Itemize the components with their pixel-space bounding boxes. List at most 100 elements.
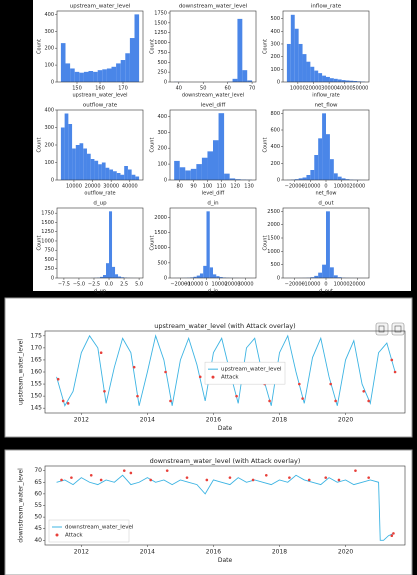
histogram-bar (235, 179, 241, 180)
y-axis-label: Count (150, 138, 156, 153)
attack-point (390, 358, 394, 362)
histogram-bar (337, 79, 342, 82)
y-tick-label: 0 (277, 276, 280, 282)
y-tick-label: 1750 (41, 211, 54, 217)
histogram-bar (207, 151, 213, 180)
expand-button[interactable] (391, 322, 405, 336)
histogram-bar (218, 113, 225, 180)
x-tick-label: 2016 (206, 549, 221, 556)
x-tick-label: 0 (324, 282, 327, 288)
x-tick-label: 120 (230, 184, 240, 190)
y-tick-label: 400 (270, 144, 280, 150)
histogram-bar (341, 80, 346, 82)
downstream-panel (4, 449, 413, 575)
x-tick-label: 2014 (140, 549, 155, 556)
histogram-bar (341, 178, 346, 180)
histogram-bar (286, 43, 291, 82)
attack-point (354, 469, 357, 472)
y-tick-label: 800 (270, 111, 280, 117)
histogram-bar (179, 167, 186, 180)
y-axis-label: downstream_water_level (18, 468, 25, 543)
histogram-bar (333, 173, 338, 180)
y-tick-label: 200 (44, 143, 54, 149)
histogram-bar (190, 277, 194, 278)
y-tick-label: 400 (44, 12, 54, 18)
chart-title: d_out (318, 201, 334, 207)
y-tick-label: 50 (34, 514, 42, 521)
histogram-bar (203, 265, 207, 278)
histogram-bar (196, 275, 200, 278)
histogram-bar (79, 72, 84, 82)
x-axis-label: d_out (319, 289, 333, 295)
histogram-bar (357, 81, 362, 82)
y-tick-label: 1000 (154, 245, 167, 251)
y-tick-label: 0 (51, 276, 54, 282)
y-tick-label: 150 (31, 393, 43, 400)
x-tick-label: 110 (217, 184, 227, 190)
y-axis-label: Count (150, 39, 156, 54)
expand-icon (394, 325, 402, 333)
x-tick-label: 40 (176, 86, 182, 92)
legend-label: Attack (221, 375, 239, 381)
attack-point (149, 478, 152, 482)
x-tick-label: 5.0 (135, 282, 143, 288)
histogram-bar (213, 140, 219, 180)
x-tick-label: −10000 (300, 282, 320, 288)
histogram-bar (100, 276, 104, 278)
x-tick-label: 40000 (122, 184, 138, 190)
y-tick-label: 1250 (41, 229, 54, 235)
histogram-bar (290, 14, 295, 82)
legend-label: downstream_water_level (65, 525, 134, 531)
axes-frame (169, 10, 257, 83)
x-tick-label: 10000 (212, 282, 228, 288)
x-tick-label: 30000 (103, 184, 119, 190)
x-tick-label: 2016 (206, 417, 221, 424)
x-tick-label: 2020 (338, 549, 353, 556)
y-axis-label: Count (37, 39, 43, 54)
histogram-bar (224, 173, 230, 180)
x-tick-label: −20000 (285, 184, 305, 190)
x-axis-label: net_flow (315, 191, 336, 197)
histogram-bar (322, 75, 326, 82)
histogram-bar (329, 159, 334, 180)
x-tick-label: 170 (118, 86, 128, 92)
histogram-bar (101, 162, 106, 180)
histogram-bar (94, 160, 99, 180)
histogram-bar (93, 71, 98, 82)
y-tick-label: 2500 (267, 209, 280, 215)
copy-button[interactable] (375, 322, 389, 336)
histogram-bar (196, 164, 202, 180)
copy-icon (378, 325, 385, 333)
attack-point (329, 382, 332, 386)
attack-point (169, 399, 172, 403)
x-tick-label: 30000 (238, 282, 254, 288)
attack-point (129, 471, 133, 475)
y-tick-label: 250 (44, 266, 54, 272)
y-tick-label: 160 (31, 369, 43, 376)
x-axis-label: downstream_water_level (182, 93, 244, 99)
y-tick-label: 165 (31, 356, 43, 363)
y-tick-label: 45 (34, 525, 42, 532)
histogram-bar (75, 145, 80, 180)
histogram-bar (216, 276, 220, 278)
x-tick-label: 160 (95, 86, 105, 92)
histogram-bar (349, 80, 354, 82)
x-tick-label: 2012 (74, 417, 89, 424)
y-tick-label: 200 (157, 146, 167, 152)
y-tick-label: 200 (270, 161, 280, 167)
y-tick-label: 1500 (154, 230, 167, 236)
histogram-bar (70, 68, 75, 82)
attack-point (165, 469, 169, 472)
y-axis-label: Count (263, 236, 269, 251)
x-axis-label: inflow_rate (312, 93, 340, 99)
chart-title: downstream_water_level (179, 4, 248, 10)
y-tick-label: 0 (164, 80, 167, 86)
x-axis-label: d_in (208, 289, 218, 295)
x-tick-label: −20000 (285, 282, 305, 288)
axes-frame (56, 10, 144, 83)
attack-point (301, 397, 304, 400)
attack-point (235, 394, 238, 398)
x-tick-label: 80 (177, 184, 183, 190)
y-tick-label: 200 (270, 54, 280, 60)
histogram-bar (120, 174, 125, 180)
